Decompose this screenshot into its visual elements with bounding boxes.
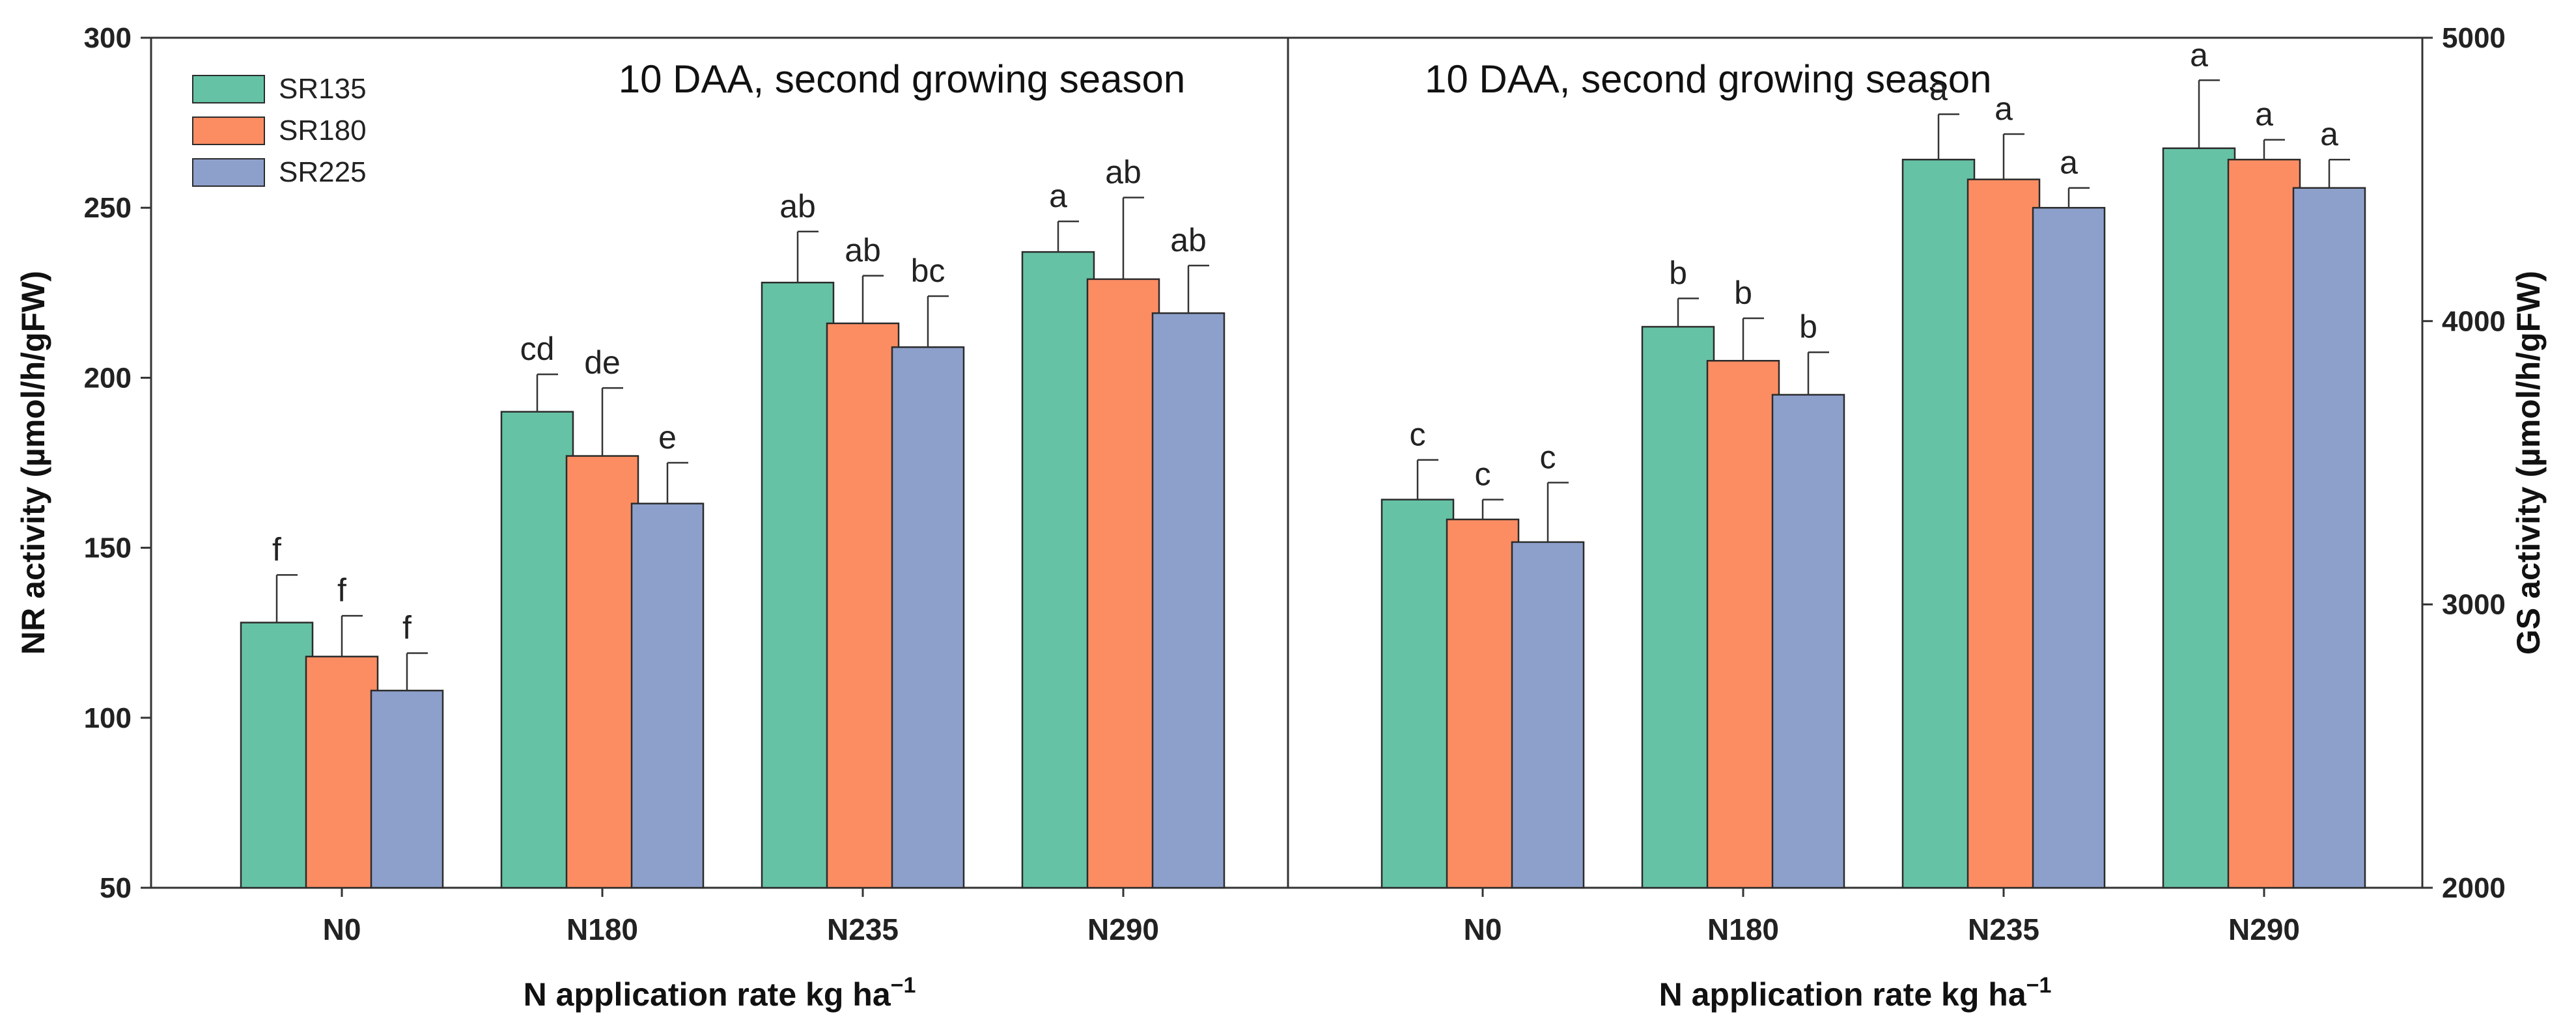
bar-SR135-N0 xyxy=(1380,499,1455,889)
x-tick-label: N180 xyxy=(567,912,638,946)
x-tick-label: N235 xyxy=(827,912,899,946)
y-axis-title: GS activity (µmol/h/gFW) xyxy=(2510,271,2547,655)
significance-label: de xyxy=(584,344,621,381)
significance-label: ab xyxy=(1105,154,1141,191)
y-tick-label: 3000 xyxy=(2442,589,2506,621)
plot-frame xyxy=(150,36,2424,889)
bar-SR180-N290 xyxy=(1086,278,1160,889)
y-tick-label: 200 xyxy=(84,362,132,394)
x-axis-title-text: N application rate kg ha xyxy=(524,976,891,1013)
y-tick-label: 4000 xyxy=(2442,305,2506,337)
panel-2: 2000 3000 4000 5000 GS activity (µmol/h/gFW)… xyxy=(1380,22,2547,1013)
x-axis-title: N application rate kg ha−1 xyxy=(1659,973,2052,1013)
panel-title: 10 DAA, second growing season xyxy=(619,57,1186,101)
bar-SR225-N0 xyxy=(1511,541,1585,889)
significance-label: ab xyxy=(845,232,881,269)
significance-label: b xyxy=(1799,309,1817,345)
significance-label: a xyxy=(2190,36,2208,73)
y-tick-label: 50 xyxy=(100,872,132,904)
legend: SR135 SR180 SR225 xyxy=(192,73,367,188)
y-tick-label: 150 xyxy=(84,532,132,564)
bar-SR180-N235 xyxy=(826,322,900,889)
significance-label: a xyxy=(2060,144,2078,181)
significance-label: cd xyxy=(520,331,555,367)
bar-SR180-N235 xyxy=(1967,178,2041,889)
legend-swatch-SR135 xyxy=(192,75,265,103)
legend-label-SR135: SR135 xyxy=(279,73,367,105)
bar-SR225-N235 xyxy=(2032,206,2106,889)
significance-label: a xyxy=(1929,71,1948,107)
significance-label: c xyxy=(1410,417,1426,453)
legend-label-SR225: SR225 xyxy=(279,156,367,188)
significance-label: b xyxy=(1734,275,1752,311)
significance-label: ab xyxy=(1170,222,1207,258)
bar-SR180-N290 xyxy=(2227,158,2301,889)
significance-label: c xyxy=(1475,456,1491,493)
panel-title: 10 DAA, second growing season xyxy=(1425,57,1992,101)
significance-label: b xyxy=(1669,255,1687,292)
bar-SR180-N180 xyxy=(565,455,639,889)
legend-swatch-SR180 xyxy=(192,117,265,145)
panel-1: 50 100 150 200 250 300 NR activity (µmol/h/gFW… xyxy=(15,22,1225,1013)
y-tick-label: 5000 xyxy=(2442,22,2506,54)
legend-swatch-SR225 xyxy=(192,158,265,187)
x-tick-label: N290 xyxy=(1087,912,1159,946)
x-tick-label: N0 xyxy=(323,912,361,946)
bar-SR135-N180 xyxy=(500,411,574,889)
significance-label: a xyxy=(2320,116,2338,152)
bar-SR135-N0 xyxy=(240,622,314,889)
significance-label: f xyxy=(402,610,412,646)
significance-label: e xyxy=(658,419,677,456)
legend-label-SR180: SR180 xyxy=(279,115,367,146)
y-tick-label: 100 xyxy=(84,702,132,734)
bar-SR180-N180 xyxy=(1706,360,1780,889)
x-tick-label: N0 xyxy=(1464,912,1502,946)
bar-SR135-N180 xyxy=(1641,325,1715,889)
significance-label: a xyxy=(1049,178,1067,214)
y-axis-title: NR activity (µmol/h/gFW) xyxy=(15,271,51,655)
bar-SR135-N290 xyxy=(1021,251,1095,889)
bar-SR225-N180 xyxy=(630,502,705,889)
y-tick-label: 2000 xyxy=(2442,872,2506,904)
x-axis-title-text: N application rate kg ha xyxy=(1659,976,2027,1013)
significance-label: a xyxy=(2255,96,2273,133)
y-tick-label: 300 xyxy=(84,22,132,54)
bar-SR225-N0 xyxy=(370,689,444,889)
bar-SR135-N235 xyxy=(1901,158,1976,889)
x-axis-title-superscript: −1 xyxy=(2026,973,2052,998)
significance-label: f xyxy=(337,572,346,609)
bar-SR180-N0 xyxy=(1446,518,1520,889)
x-tick-label: N235 xyxy=(1968,912,2039,946)
bar-SR225-N180 xyxy=(1771,394,1845,889)
significance-label: a xyxy=(1995,90,2013,127)
bar-SR225-N290 xyxy=(1151,312,1225,889)
significance-label: f xyxy=(272,531,281,568)
x-axis-title-superscript: −1 xyxy=(891,973,916,998)
bar-SR135-N290 xyxy=(2162,147,2236,889)
significance-label: c xyxy=(1540,439,1556,475)
significance-label: ab xyxy=(779,188,816,225)
x-tick-label: N180 xyxy=(1707,912,1779,946)
bar-SR225-N290 xyxy=(2292,187,2366,889)
y-tick-label: 250 xyxy=(84,192,132,224)
bar-SR225-N235 xyxy=(891,346,965,889)
bar-SR180-N0 xyxy=(305,655,379,889)
x-axis-title: N application rate kg ha−1 xyxy=(524,973,916,1013)
significance-label: bc xyxy=(911,253,945,289)
x-tick-label: N290 xyxy=(2228,912,2300,946)
bar-SR135-N235 xyxy=(761,281,835,889)
